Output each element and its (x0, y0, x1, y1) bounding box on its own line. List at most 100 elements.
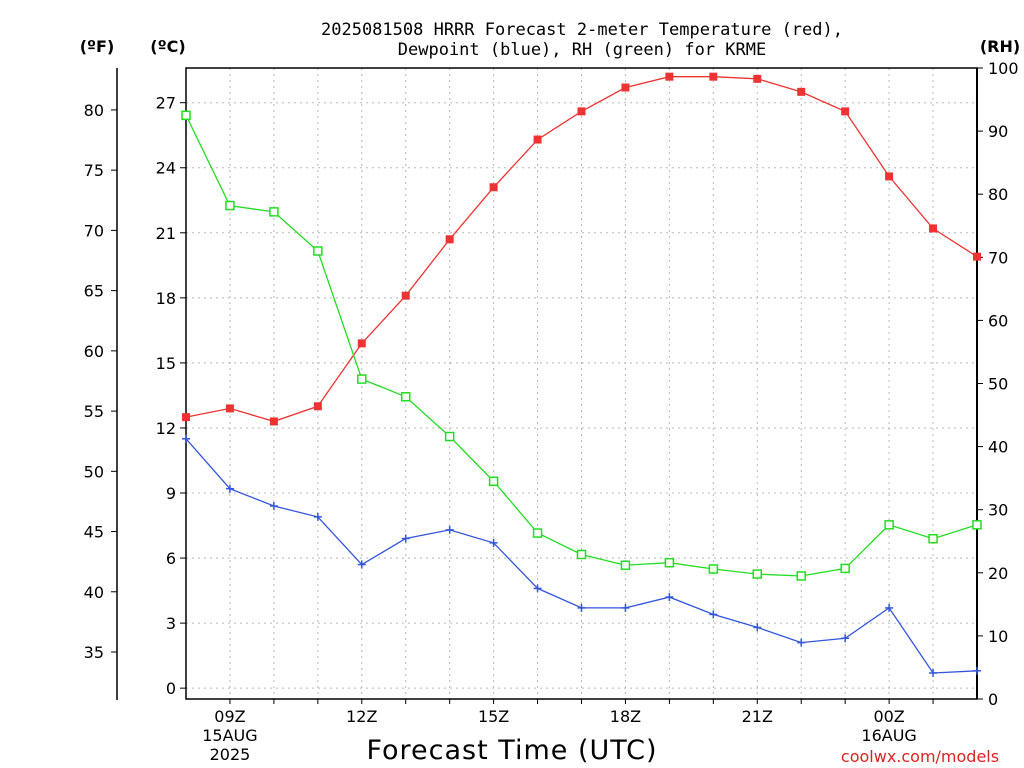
rh-point (400, 392, 411, 402)
credit-label[interactable]: coolwx.com/models (841, 747, 999, 766)
temperature-point (885, 172, 894, 181)
dewpoint-point (182, 434, 190, 443)
fahrenheit-unit-label: (ºF) (80, 37, 115, 56)
dewpoint-point (929, 668, 938, 677)
temperature-point (621, 83, 630, 92)
celsius-tick-label: 24 (156, 159, 176, 178)
rh-point (181, 110, 191, 121)
rh-point (884, 520, 894, 530)
dewpoint-point (709, 610, 718, 619)
rh-point (532, 528, 543, 538)
rh-point (225, 200, 235, 211)
celsius-tick-label: 9 (166, 484, 176, 503)
x-tick-label: 09Z (214, 707, 245, 726)
dewpoint-point (973, 666, 981, 675)
temperature-point (753, 74, 762, 83)
x-tick-label: 18Z (610, 707, 641, 726)
dewpoint-point (665, 593, 674, 602)
x-axis-label: Forecast Time (UTC) (366, 735, 657, 766)
rh-point (620, 560, 631, 570)
temperature-point (841, 107, 850, 116)
dewpoint-point (753, 623, 762, 632)
temperature-point (445, 235, 454, 244)
rh-point (752, 569, 763, 579)
x-tick-label: 12Z (346, 707, 377, 726)
celsius-tick-label: 21 (156, 224, 176, 243)
rh-tick-label: 30 (988, 501, 1008, 520)
fahrenheit-tick-label: 40 (84, 583, 104, 602)
fahrenheit-tick-label: 50 (84, 462, 104, 481)
dewpoint-point (885, 603, 894, 612)
temperature-point (489, 183, 498, 192)
temperature-point (577, 107, 586, 116)
rh-tick-label: 90 (988, 122, 1008, 141)
rh-point (313, 246, 323, 256)
rh-point (576, 549, 587, 560)
axes (111, 67, 983, 704)
x-tick-sublabel-year: 2025 (210, 745, 251, 764)
dewpoint-point (313, 512, 322, 521)
x-tick-sublabel-date: 15AUG (202, 726, 257, 745)
fahrenheit-tick-label: 55 (84, 402, 104, 421)
rh-point (269, 207, 279, 217)
celsius-tick-label: 15 (156, 354, 176, 373)
rh-point (972, 520, 982, 530)
temperature-point (973, 252, 981, 261)
fahrenheit-tick-label: 35 (84, 643, 104, 662)
fahrenheit-tick-label: 70 (84, 221, 104, 240)
rh-tick-label: 10 (988, 627, 1008, 646)
series-layer (181, 72, 982, 677)
dewpoint-point (797, 638, 806, 647)
rh-tick-label: 70 (988, 248, 1008, 267)
chart-title-line2: Dewpoint (blue), RH (green) for KRME (398, 40, 766, 60)
rh-tick-label: 100 (988, 59, 1019, 78)
temperature-point (533, 135, 542, 144)
dewpoint-point (225, 484, 234, 493)
x-tick-sublabel-date: 16AUG (861, 726, 916, 745)
celsius-tick-label: 3 (166, 614, 176, 633)
dewpoint-point (269, 502, 278, 511)
fahrenheit-tick-label: 60 (84, 342, 104, 361)
dewpoint-point (445, 525, 454, 534)
celsius-tick-label: 12 (156, 419, 176, 438)
x-tick-label: 00Z (873, 707, 904, 726)
rh-point (357, 374, 367, 384)
temperature-point (929, 224, 938, 233)
x-tick-label: 21Z (742, 707, 773, 726)
chart-title-line1: 2025081508 HRRR Forecast 2-meter Tempera… (321, 20, 843, 40)
rh-tick-label: 60 (988, 311, 1008, 330)
temperature-point (401, 291, 410, 300)
dewpoint-point (401, 534, 410, 543)
rh-tick-label: 50 (988, 375, 1008, 394)
temperature-point (269, 417, 278, 426)
temperature-point (709, 72, 718, 81)
rh-point (840, 563, 850, 574)
temperature-point (313, 402, 322, 411)
rh-point (664, 557, 675, 568)
rh-point (708, 564, 719, 574)
celsius-tick-label: 0 (166, 679, 176, 698)
fahrenheit-tick-label: 80 (84, 101, 104, 120)
temperature-point (665, 72, 674, 81)
rh-tick-label: 40 (988, 438, 1008, 457)
temperature-point (225, 404, 234, 413)
fahrenheit-tick-label: 45 (84, 523, 104, 542)
rh-tick-label: 80 (988, 185, 1008, 204)
celsius-tick-label: 27 (156, 94, 176, 113)
dewpoint-point (489, 538, 498, 547)
dewpoint-point (841, 634, 850, 643)
dewpoint-point (533, 584, 542, 593)
rh-point (488, 476, 499, 487)
dewpoint-point (357, 560, 366, 569)
rh-point (796, 571, 806, 581)
temperature-point (182, 413, 190, 422)
x-tick-label: 15Z (478, 707, 509, 726)
rh-tick-label: 20 (988, 564, 1008, 583)
celsius-tick-label: 6 (166, 549, 176, 568)
rh-tick-label: 0 (988, 690, 998, 709)
fahrenheit-tick-label: 65 (84, 282, 104, 301)
rh-unit-label: (RH) (980, 37, 1020, 56)
temperature-point (797, 87, 806, 96)
dewpoint-point (621, 603, 630, 612)
